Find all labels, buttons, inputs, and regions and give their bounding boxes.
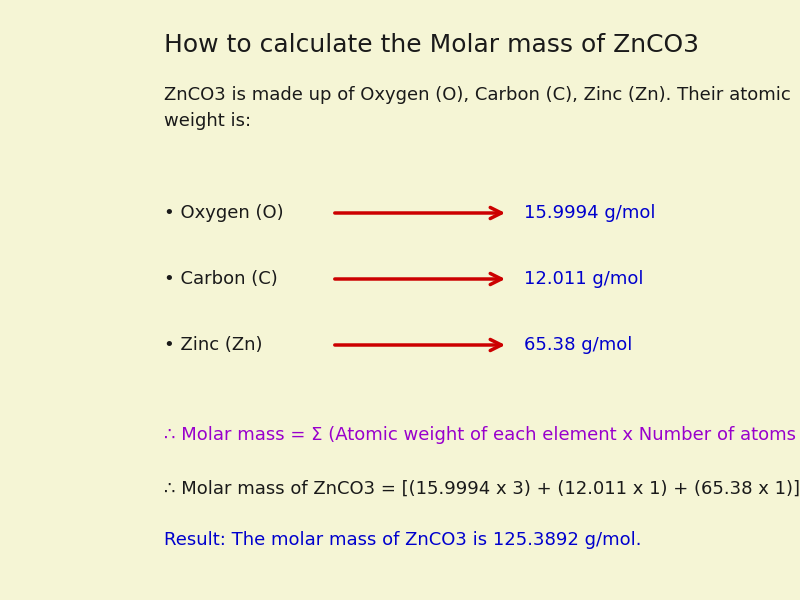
Text: Result: The molar mass of ZnCO3 is 125.3892 g/mol.: Result: The molar mass of ZnCO3 is 125.3… <box>164 531 642 549</box>
Text: 65.38 g/mol: 65.38 g/mol <box>524 336 632 354</box>
Text: • Carbon (C): • Carbon (C) <box>164 270 278 288</box>
Text: 15.9994 g/mol: 15.9994 g/mol <box>524 204 655 222</box>
Text: • Oxygen (O): • Oxygen (O) <box>164 204 284 222</box>
Text: ZnCO3 is made up of Oxygen (O), Carbon (C), Zinc (Zn). Their atomic
weight is:: ZnCO3 is made up of Oxygen (O), Carbon (… <box>164 86 790 130</box>
Text: ∴ Molar mass = Σ (Atomic weight of each element x Number of atoms: ∴ Molar mass = Σ (Atomic weight of each … <box>164 426 796 444</box>
Text: • Zinc (Zn): • Zinc (Zn) <box>164 336 262 354</box>
Text: ∴ Molar mass of ZnCO3 = [(15.9994 x 3) + (12.011 x 1) + (65.38 x 1)]: ∴ Molar mass of ZnCO3 = [(15.9994 x 3) +… <box>164 480 800 498</box>
Text: 12.011 g/mol: 12.011 g/mol <box>524 270 643 288</box>
Text: How to calculate the Molar mass of ZnCO3: How to calculate the Molar mass of ZnCO3 <box>164 33 699 57</box>
